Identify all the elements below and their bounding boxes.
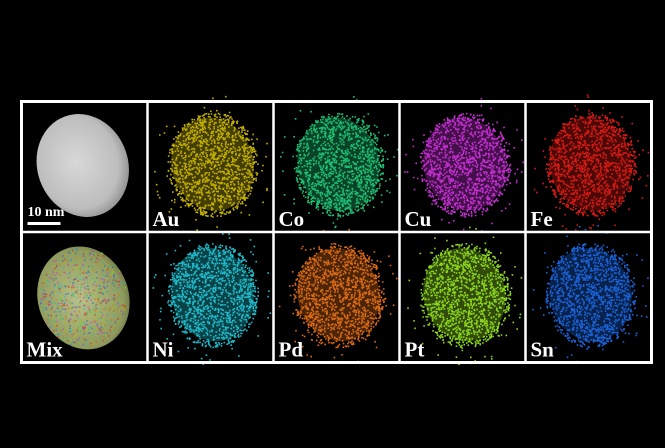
panel-label: Ni	[153, 338, 174, 362]
figure: 10 nm Au Co Cu Fe Mix Ni Pd Pt Sn	[0, 0, 665, 448]
panel-label: Cu	[405, 207, 432, 231]
panel-label: Pd	[279, 338, 304, 362]
scale-bar-label: 10 nm	[28, 205, 65, 220]
page: {"scale_bar": "10 nm", "panels": [ {}, {…	[0, 0, 665, 448]
panel-label: Pt	[405, 338, 425, 362]
panel-label: Co	[279, 207, 305, 231]
panel-label: Sn	[531, 338, 555, 362]
panel-grid: 10 nm Au Co Cu Fe Mix Ni Pd Pt Sn	[22, 94, 652, 365]
panel-label: Au	[153, 207, 180, 231]
panel-label: Fe	[531, 207, 553, 231]
scale-bar	[28, 222, 61, 225]
panel-label: Mix	[27, 338, 64, 362]
